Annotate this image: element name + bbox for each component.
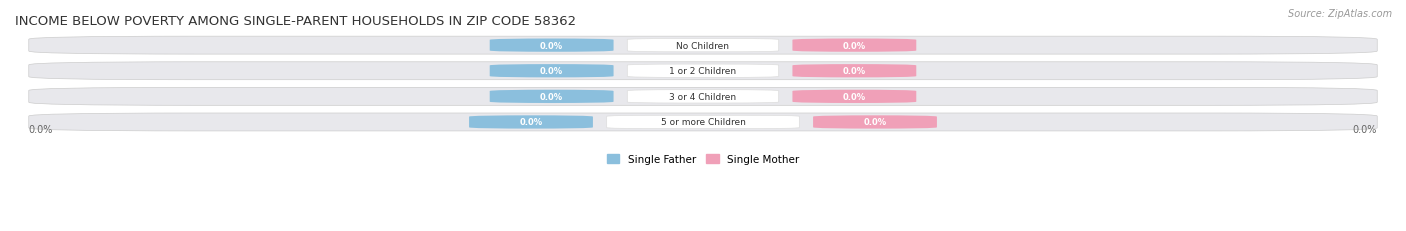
FancyBboxPatch shape: [627, 65, 779, 78]
Text: 0.0%: 0.0%: [540, 92, 564, 101]
FancyBboxPatch shape: [627, 90, 779, 103]
FancyBboxPatch shape: [489, 90, 613, 103]
Text: No Children: No Children: [676, 41, 730, 50]
FancyBboxPatch shape: [489, 39, 613, 53]
FancyBboxPatch shape: [489, 65, 613, 78]
FancyBboxPatch shape: [28, 113, 1378, 131]
Text: 0.0%: 0.0%: [540, 41, 564, 50]
FancyBboxPatch shape: [28, 37, 1378, 55]
Text: 0.0%: 0.0%: [842, 41, 866, 50]
FancyBboxPatch shape: [28, 88, 1378, 106]
Text: 0.0%: 0.0%: [842, 92, 866, 101]
Text: 0.0%: 0.0%: [842, 67, 866, 76]
FancyBboxPatch shape: [470, 116, 593, 129]
Text: 1 or 2 Children: 1 or 2 Children: [669, 67, 737, 76]
Text: 0.0%: 0.0%: [519, 118, 543, 127]
Legend: Single Father, Single Mother: Single Father, Single Mother: [603, 150, 803, 169]
Text: 0.0%: 0.0%: [540, 67, 564, 76]
FancyBboxPatch shape: [793, 90, 917, 103]
Text: 0.0%: 0.0%: [863, 118, 887, 127]
Text: INCOME BELOW POVERTY AMONG SINGLE-PARENT HOUSEHOLDS IN ZIP CODE 58362: INCOME BELOW POVERTY AMONG SINGLE-PARENT…: [15, 15, 576, 28]
Text: 5 or more Children: 5 or more Children: [661, 118, 745, 127]
Text: 3 or 4 Children: 3 or 4 Children: [669, 92, 737, 101]
Text: Source: ZipAtlas.com: Source: ZipAtlas.com: [1288, 9, 1392, 19]
Text: 0.0%: 0.0%: [28, 125, 53, 135]
FancyBboxPatch shape: [793, 39, 917, 53]
FancyBboxPatch shape: [627, 39, 779, 53]
FancyBboxPatch shape: [606, 116, 800, 129]
Text: 0.0%: 0.0%: [1353, 125, 1378, 135]
FancyBboxPatch shape: [813, 116, 936, 129]
FancyBboxPatch shape: [28, 63, 1378, 80]
FancyBboxPatch shape: [793, 65, 917, 78]
